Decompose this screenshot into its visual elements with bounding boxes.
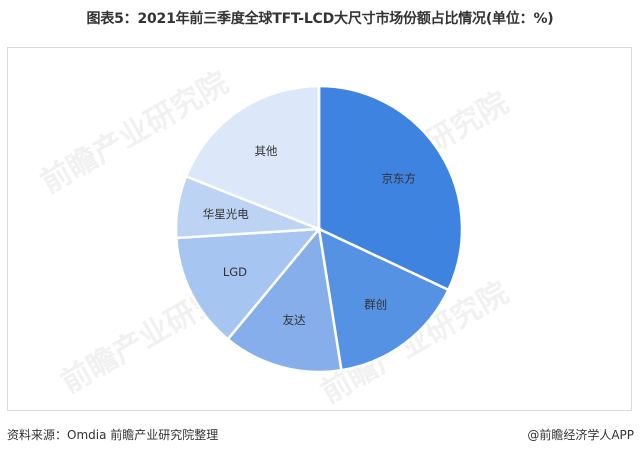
pie-slice — [226, 226, 343, 374]
credit-note: @前瞻经济学人APP — [527, 428, 634, 442]
pie-slice — [174, 227, 322, 341]
slice-label: 华星光电 — [203, 207, 249, 221]
source-note: 资料来源：Omdia 前瞻产业研究院整理 — [7, 428, 219, 442]
pie-slice — [317, 226, 451, 372]
slice-label: 友达 — [283, 313, 306, 327]
chart-title: 图表5：2021年前三季度全球TFT-LCD大尺寸市场份额占比情况(单位：%) — [86, 11, 554, 27]
slice-label: LGD — [223, 265, 247, 279]
pie-slice — [317, 84, 464, 292]
slice-label: 其他 — [254, 144, 277, 158]
slice-label: 京东方 — [381, 171, 416, 185]
pie-slice — [184, 84, 321, 231]
slice-label: 群创 — [364, 297, 387, 311]
chart-frame: 前瞻产业研究院 前瞻产业研究院 前瞻产业研究院 前瞻产业研究院 京东方群创友达L… — [7, 47, 632, 411]
